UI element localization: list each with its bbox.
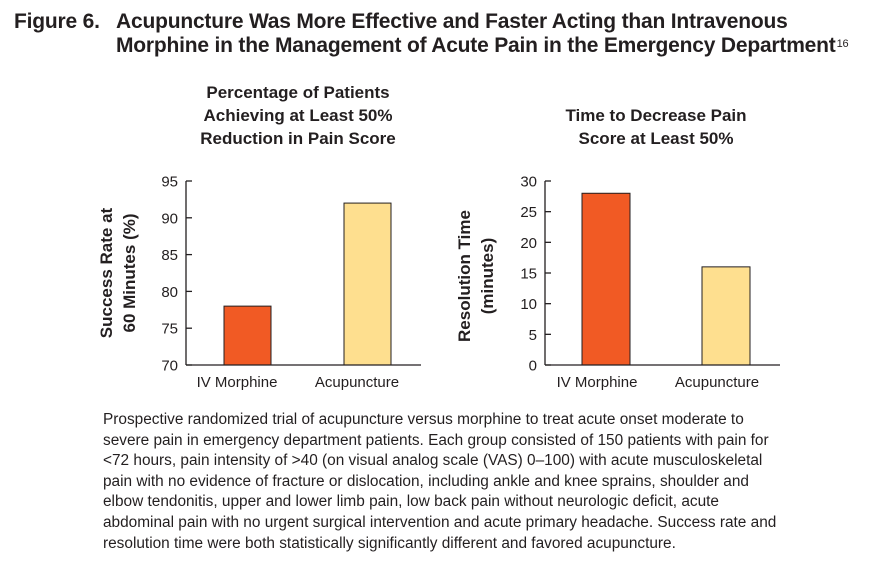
chart-2-bar	[581, 192, 631, 366]
chart-2-title-line: Time to Decrease Pain	[565, 106, 746, 125]
chart-1-title-line: Reduction in Pain Score	[200, 129, 396, 148]
chart-1-y-tick-label: 70	[161, 358, 178, 375]
chart-2-y-tick-label: 20	[520, 235, 537, 252]
chart-2-y-axis-label: Resolution Time	[455, 210, 474, 342]
chart-1-bar	[223, 305, 272, 366]
chart-1-y-tick-label: 85	[161, 247, 178, 264]
figure-caption: Prospective randomized trial of acupunct…	[103, 411, 777, 552]
figure-title-line-2-text: Morphine in the Management of Acute Pain…	[116, 34, 836, 57]
figure-label: Figure 6.	[14, 10, 100, 33]
charts-area: Percentage of Patients Achieving at Least…	[97, 83, 780, 391]
chart-1-y-tick-label: 80	[161, 284, 178, 301]
chart-1-category-label: Acupuncture	[315, 374, 399, 391]
chart-1-title-line: Percentage of Patients	[206, 83, 389, 102]
chart-1-y-tick-label: 95	[161, 174, 178, 191]
figure-title-line-2: Morphine in the Management of Acute Pain…	[116, 34, 849, 58]
chart-2-category-label: Acupuncture	[675, 374, 759, 391]
chart-1-y-tick-label: 90	[161, 210, 178, 227]
chart-1-bar	[343, 202, 392, 366]
chart-1-y-axis-label: 60 Minutes (%)	[120, 213, 139, 332]
chart-2-title-line: Score at Least 50%	[579, 129, 734, 148]
chart-2-y-tick-label: 25	[520, 204, 537, 221]
chart-1-category-label: IV Morphine	[197, 374, 278, 391]
chart-2-y-tick-label: 10	[520, 296, 537, 313]
chart-1-title-line: Achieving at Least 50%	[204, 106, 393, 125]
chart-2-y-tick-label: 5	[529, 327, 537, 344]
chart-2-y-tick-label: 0	[529, 358, 537, 375]
chart-2-y-tick-label: 30	[520, 174, 537, 191]
chart-2-category-label: IV Morphine	[557, 374, 638, 391]
chart-1-y-axis-label: Success Rate at	[97, 207, 116, 338]
figure-title-line-1: Acupuncture Was More Effective and Faste…	[116, 10, 788, 33]
chart-1-y-tick-label: 75	[161, 321, 178, 338]
chart-2-y-axis-label: (minutes)	[478, 238, 497, 315]
citation-superscript: 16	[836, 38, 849, 50]
chart-2-bar	[701, 266, 751, 366]
chart-2-y-tick-label: 15	[520, 266, 537, 283]
